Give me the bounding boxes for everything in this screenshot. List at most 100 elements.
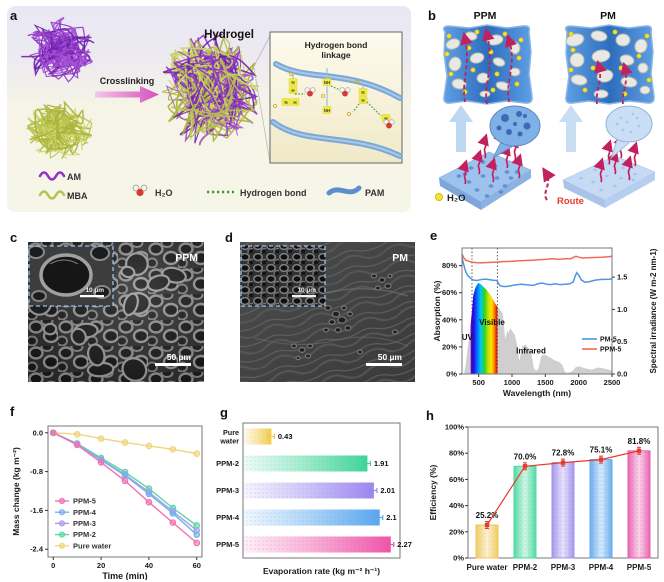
- panel-c-sem-image: 10 µm PPM 50 µm: [28, 242, 204, 382]
- legend-hbond-label: Hydrogen bond: [240, 188, 307, 198]
- series-PM-5: [461, 257, 613, 288]
- mba-polymer-tangle: [25, 100, 93, 160]
- panel-d-sem-image: 10 µm PM 50 µm: [240, 242, 415, 382]
- svg-text:PPM-4: PPM-4: [589, 563, 614, 572]
- chart-f-svg: 0.0 -0.8 -1.6 -2.4 0 20 40 60 PPM-5 PPM-4 PPM-3 PPM…: [11, 425, 203, 581]
- chart-h-svg: 25.2% Pure water 70.0% PPM-2 72.8% PPM-3 75.1%…: [428, 423, 659, 572]
- visible-spectrum-rainbow: [470, 282, 498, 374]
- am-swatch-icon: [38, 171, 66, 181]
- svg-text:H: H: [361, 98, 364, 103]
- solar-spectrum-area: [464, 282, 612, 374]
- mass-change-chart: 0.0 -0.8 -1.6 -2.4 0 20 40 60 PPM-5 PPM-4 PPM-3 PPM…: [8, 400, 224, 581]
- svg-text:0: 0: [51, 561, 55, 570]
- svg-text:NH: NH: [324, 108, 331, 113]
- svg-text:O: O: [355, 80, 360, 86]
- svg-text:72.8%: 72.8%: [552, 449, 575, 458]
- svg-text:0.0: 0.0: [617, 370, 627, 379]
- svg-text:25.2%: 25.2%: [476, 511, 499, 520]
- efficiency-trend-line: [484, 446, 642, 529]
- svg-text:2.27: 2.27: [397, 540, 412, 549]
- bar-Pure water: [475, 524, 499, 559]
- svg-text:1.91: 1.91: [374, 459, 389, 468]
- svg-text:2.01: 2.01: [380, 486, 395, 495]
- bar-PPM-3: [243, 482, 378, 499]
- svg-text:PPM-5: PPM-5: [73, 497, 96, 506]
- series-PPM-5: [49, 429, 201, 547]
- sem-c-inset: 10 µm: [28, 245, 114, 307]
- sem-c-label: PPM: [175, 252, 198, 264]
- svg-text:PPM-4: PPM-4: [216, 513, 240, 522]
- legend-am-label: AM: [67, 172, 81, 182]
- svg-text:0.43: 0.43: [278, 432, 293, 441]
- panel-a-schematic: Crosslinking Hydrogel Hydrogen bond link…: [21, 16, 403, 201]
- ppm-route-arrows: [460, 27, 517, 105]
- svg-text:20: 20: [97, 561, 105, 570]
- panel-letter-a: a: [10, 8, 18, 23]
- svg-text:Pure water: Pure water: [73, 541, 111, 550]
- evaporation-rate-chart: 0.43 Pure water 1.91 PPM-2 2.01 PPM-3 2.1 PPM-4 2…: [210, 400, 430, 580]
- svg-text:PPM-5: PPM-5: [600, 347, 622, 354]
- svg-text:PPM-5: PPM-5: [627, 563, 652, 572]
- bar-PPM-2: [513, 465, 537, 559]
- svg-text:PPM-3: PPM-3: [216, 486, 239, 495]
- svg-text:NH: NH: [324, 80, 331, 85]
- svg-text:40%: 40%: [442, 315, 457, 324]
- svg-text:60%: 60%: [449, 475, 464, 484]
- sem-c-scale-label: 50 µm: [167, 352, 192, 362]
- legend-mba-label: MBA: [67, 191, 88, 201]
- svg-text:Mass change (kg m⁻²): Mass change (kg m⁻²): [11, 447, 21, 536]
- ppm-magnifier: [489, 105, 541, 160]
- pam-ribbons: [270, 61, 403, 159]
- svg-text:H: H: [293, 100, 296, 105]
- ppm-up-arrow: [449, 105, 473, 152]
- ppm-water-dots: [444, 29, 524, 95]
- bar-PPM-5: [627, 450, 651, 559]
- svg-text:Evaporation rate (kg m⁻² h⁻¹): Evaporation rate (kg m⁻² h⁻¹): [263, 566, 380, 576]
- svg-text:100%: 100%: [445, 423, 465, 432]
- svg-text:PPM-5: PPM-5: [216, 540, 239, 549]
- svg-text:80%: 80%: [442, 261, 457, 270]
- svg-text:Pure: Pure: [223, 428, 239, 437]
- panel-letter-d: d: [225, 230, 233, 245]
- mba-swatch-icon: [38, 190, 66, 200]
- route-label: Route: [557, 196, 584, 207]
- svg-text:40%: 40%: [449, 501, 464, 510]
- svg-text:O: O: [347, 112, 352, 118]
- svg-text:UV: UV: [462, 333, 474, 342]
- water-molecule-icon: [132, 184, 148, 197]
- ppm-title: PPM: [474, 10, 497, 22]
- svg-text:-1.6: -1.6: [30, 506, 43, 515]
- svg-text:Visible: Visible: [479, 318, 505, 327]
- crosslinking-label: Crosslinking: [100, 76, 155, 86]
- sem-d-label: PM: [392, 252, 408, 264]
- svg-text:2000: 2000: [570, 378, 587, 387]
- svg-text:PM-5: PM-5: [600, 337, 617, 344]
- svg-text:500: 500: [472, 378, 485, 387]
- panel-letter-b: b: [428, 8, 436, 23]
- bar-PPM-4: [243, 509, 384, 526]
- svg-text:PPM-4: PPM-4: [73, 508, 97, 517]
- svg-text:Wavelength (nm): Wavelength (nm): [503, 388, 571, 398]
- svg-text:O: O: [289, 72, 294, 78]
- panel-letter-f: f: [10, 404, 15, 419]
- svg-text:PPM-2: PPM-2: [216, 459, 239, 468]
- svg-text:1.5: 1.5: [617, 273, 627, 282]
- svg-text:20%: 20%: [442, 342, 457, 351]
- panel-letter-e: e: [430, 228, 438, 243]
- svg-text:0%: 0%: [453, 554, 464, 563]
- svg-text:80%: 80%: [449, 449, 464, 458]
- svg-text:2.1: 2.1: [386, 513, 396, 522]
- svg-text:Infrared: Infrared: [516, 347, 546, 356]
- legend-h2o-label: H₂O: [155, 188, 173, 198]
- pm-up-arrow: [559, 105, 583, 152]
- inset-callout-lines: [253, 35, 271, 163]
- pam-swatch-icon: [326, 185, 362, 196]
- crosslinking-arrow: [95, 86, 159, 103]
- svg-text:PPM-2: PPM-2: [513, 563, 538, 572]
- panel-letter-g: g: [220, 405, 228, 420]
- bar-PPM-5: [243, 536, 395, 553]
- svg-text:O: O: [321, 94, 326, 100]
- h2o-dot-icon: [434, 192, 443, 201]
- panel-letter-c: c: [10, 230, 18, 245]
